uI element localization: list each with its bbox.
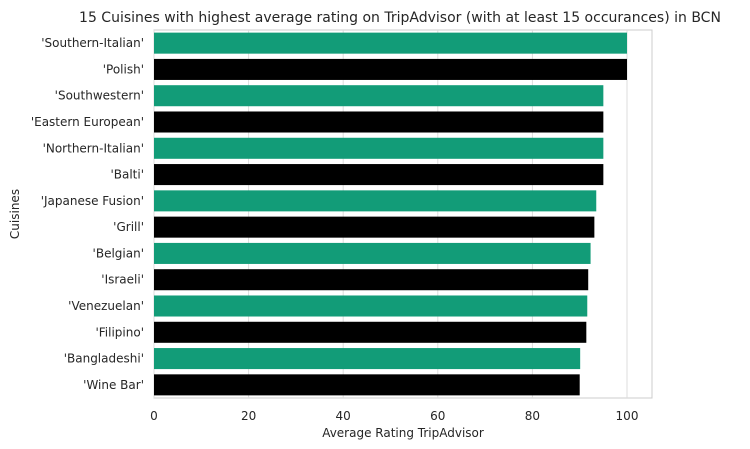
- bar: [154, 32, 627, 54]
- y-tick-label: 'Northern-Italian': [43, 141, 144, 155]
- bar: [154, 111, 604, 133]
- y-tick-label: 'Wine Bar': [83, 378, 144, 392]
- bar: [154, 374, 580, 396]
- bar: [154, 190, 597, 212]
- bars: [154, 32, 627, 396]
- bar: [154, 269, 589, 291]
- y-tick-label: 'Japanese Fusion': [41, 194, 144, 208]
- bar: [154, 164, 604, 186]
- y-tick-label: 'Belgian': [93, 246, 144, 260]
- x-axis-label: Average Rating TripAdvisor: [322, 426, 484, 440]
- bar: [154, 85, 604, 107]
- bar: [154, 137, 604, 159]
- y-tick-label: 'Venezuelan': [68, 299, 144, 313]
- y-tick-label: 'Balti': [110, 168, 144, 182]
- x-tick-label: 100: [616, 409, 639, 423]
- x-tick-label: 20: [241, 409, 256, 423]
- bar: [154, 295, 588, 317]
- x-tick-labels: 0 20 40 60 80 100: [150, 409, 638, 423]
- y-axis-label: Cuisines: [8, 189, 22, 239]
- y-tick-labels: 'Southern-Italian' 'Polish' 'Southwestern'…: [31, 36, 144, 392]
- y-tick-label: 'Bangladeshi': [64, 352, 144, 366]
- x-tick-label: 60: [430, 409, 445, 423]
- y-tick-label: 'Southern-Italian': [41, 36, 144, 50]
- chart-title: 15 Cuisines with highest average rating …: [79, 10, 721, 26]
- x-tick-label: 40: [336, 409, 351, 423]
- bar: [154, 348, 581, 370]
- y-tick-label: 'Grill': [113, 220, 144, 234]
- x-tick-label: 80: [525, 409, 540, 423]
- y-tick-label: 'Eastern European': [31, 115, 144, 129]
- y-tick-label: 'Israeli': [101, 273, 144, 287]
- y-tick-label: 'Filipino': [95, 325, 144, 339]
- bar: [154, 242, 591, 264]
- bar: [154, 321, 587, 343]
- plot-area: [153, 29, 653, 399]
- bar: [154, 216, 595, 238]
- y-tick-label: 'Southwestern': [55, 89, 144, 103]
- y-tick-label: 'Polish': [103, 62, 144, 76]
- x-tick-label: 0: [150, 409, 158, 423]
- bar: [154, 58, 627, 80]
